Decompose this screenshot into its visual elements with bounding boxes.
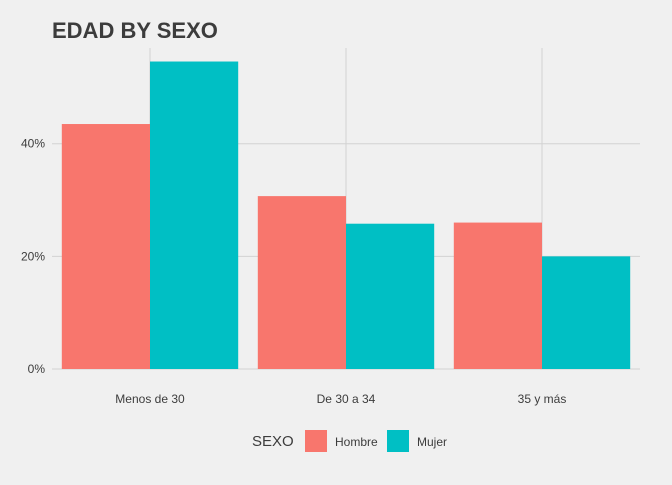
legend-swatch-hombre <box>305 430 327 452</box>
bar-mujer-3 <box>542 256 631 369</box>
y-tick-label: 40% <box>21 137 45 151</box>
y-tick-label: 20% <box>21 249 45 263</box>
chart-title: EDAD BY SEXO <box>52 18 218 43</box>
x-tick-label: Menos de 30 <box>115 392 185 406</box>
bar-hombre-3 <box>453 222 542 369</box>
legend: SEXO Hombre Mujer <box>252 430 447 452</box>
x-tick-label: De 30 a 34 <box>317 392 376 406</box>
bar-hombre-2 <box>257 196 346 369</box>
bar-mujer-1 <box>150 61 239 370</box>
legend-title: SEXO <box>252 433 294 450</box>
y-tick-label: 0% <box>28 362 46 376</box>
bar-mujer-2 <box>346 223 435 369</box>
axes: 0% 20% 40% Menos de 30 De 30 a 34 35 y más <box>21 137 566 406</box>
legend-swatch-mujer <box>387 430 409 452</box>
x-tick-label: 35 y más <box>518 392 567 406</box>
legend-label-hombre: Hombre <box>335 435 378 449</box>
legend-label-mujer: Mujer <box>417 435 447 449</box>
bars <box>61 61 631 370</box>
bar-hombre-1 <box>61 124 150 370</box>
